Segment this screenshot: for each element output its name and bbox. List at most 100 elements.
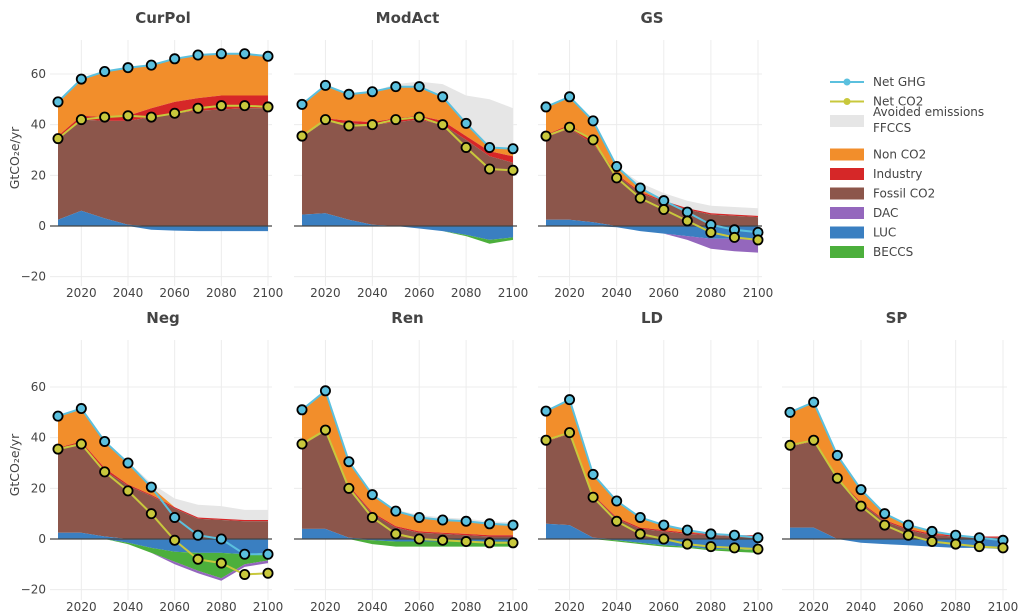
point-net-ghg xyxy=(366,489,378,501)
area-beccs xyxy=(302,539,513,547)
point-net-ghg xyxy=(658,195,670,207)
point-net-ghg xyxy=(681,524,693,536)
y-tick-label: 20 xyxy=(31,168,46,182)
point-net-ghg xyxy=(366,86,378,98)
x-tick-label: 2060 xyxy=(649,600,680,614)
point-net-co2 xyxy=(507,537,519,549)
point-net-co2 xyxy=(926,536,938,548)
x-tick-label: 2020 xyxy=(554,600,585,614)
legend-label: Non CO2 xyxy=(873,148,926,162)
point-net-co2 xyxy=(752,234,764,246)
legend-label: Fossil CO2 xyxy=(873,187,935,201)
point-net-ghg xyxy=(145,59,157,71)
area-luc xyxy=(790,527,1003,539)
panel-title: GS xyxy=(640,9,663,27)
point-net-ghg xyxy=(192,49,204,61)
point-net-co2 xyxy=(192,102,204,114)
point-net-co2 xyxy=(122,485,134,497)
point-net-co2 xyxy=(413,533,425,545)
point-net-co2 xyxy=(587,491,599,503)
area-luc xyxy=(302,226,513,240)
panel-title: SP xyxy=(886,309,908,327)
area-fossil xyxy=(58,108,268,226)
x-tick-label: 2100 xyxy=(498,600,529,614)
point-net-ghg xyxy=(752,532,764,544)
point-net-ghg xyxy=(52,96,64,108)
point-net-co2 xyxy=(611,172,623,184)
point-net-co2 xyxy=(413,111,425,123)
point-net-ghg xyxy=(831,449,843,461)
point-net-co2 xyxy=(855,500,867,512)
point-net-ghg xyxy=(728,529,740,541)
point-net-ghg xyxy=(634,182,646,194)
x-tick-label: 2040 xyxy=(601,286,632,300)
legend-item-net-ghg: Net GHG xyxy=(830,75,926,89)
point-net-co2 xyxy=(460,536,472,548)
x-tick-label: 2100 xyxy=(253,286,284,300)
point-net-co2 xyxy=(831,472,843,484)
area-luc xyxy=(58,539,268,555)
point-net-co2 xyxy=(319,114,331,126)
point-net-co2 xyxy=(784,439,796,451)
point-net-ghg xyxy=(169,53,181,65)
point-net-co2 xyxy=(52,443,64,455)
point-net-ghg xyxy=(169,511,181,523)
y-tick-label: 60 xyxy=(31,67,46,81)
area-luc xyxy=(790,539,1003,550)
point-net-co2 xyxy=(658,533,670,545)
point-net-ghg xyxy=(634,511,646,523)
point-net-co2 xyxy=(634,192,646,204)
point-net-co2 xyxy=(705,541,717,553)
point-net-co2 xyxy=(122,110,134,122)
point-net-co2 xyxy=(296,130,308,142)
point-net-co2 xyxy=(99,111,111,123)
point-net-ghg xyxy=(75,403,87,415)
legend-swatch-area xyxy=(830,246,864,258)
y-tick-label: 20 xyxy=(31,481,46,495)
y-axis-label: GtCO₂e/yr xyxy=(7,433,22,496)
point-net-ghg xyxy=(705,528,717,540)
point-net-co2 xyxy=(52,133,64,145)
area-beccs xyxy=(58,539,268,579)
y-tick-label: 60 xyxy=(31,380,46,394)
legend-label: LUC xyxy=(873,226,896,240)
point-net-co2 xyxy=(145,111,157,123)
panel-title: ModAct xyxy=(376,9,440,27)
area-fossil xyxy=(546,128,758,226)
point-net-ghg xyxy=(950,529,962,541)
series-line-net-ghg xyxy=(789,400,1004,542)
point-net-co2 xyxy=(564,427,576,439)
x-tick-label: 2100 xyxy=(498,286,529,300)
series-line-net-co2 xyxy=(301,428,513,544)
point-net-ghg xyxy=(145,481,157,493)
legend-label: DAC xyxy=(873,206,898,220)
panel-title: Ren xyxy=(391,309,423,327)
series-line-net-co2 xyxy=(545,431,759,551)
series-line-net-ghg xyxy=(301,389,514,527)
point-net-ghg xyxy=(343,456,355,468)
area-luc xyxy=(58,532,268,539)
point-net-co2 xyxy=(752,543,764,555)
legend-swatch-area xyxy=(830,168,864,180)
point-net-co2 xyxy=(902,529,914,541)
y-axis-label: GtCO₂e/yr xyxy=(7,126,22,189)
point-net-ghg xyxy=(926,525,938,537)
x-tick-label: 2080 xyxy=(451,600,482,614)
point-net-co2 xyxy=(681,538,693,550)
point-net-ghg xyxy=(808,396,820,408)
x-tick-label: 2060 xyxy=(649,286,680,300)
point-net-ghg xyxy=(319,79,331,91)
legend-item-industry: Industry xyxy=(830,167,922,181)
point-net-co2 xyxy=(215,100,227,112)
point-net-co2 xyxy=(99,466,111,478)
y-tick-label: 40 xyxy=(31,431,46,445)
point-net-ghg xyxy=(540,405,552,417)
point-net-ghg xyxy=(587,115,599,127)
area-luc xyxy=(546,539,758,551)
point-net-ghg xyxy=(122,457,134,469)
y-tick-label: 0 xyxy=(38,219,46,233)
panel-sp: SP 2020 2040 2060 2080 2100 xyxy=(782,309,1018,614)
